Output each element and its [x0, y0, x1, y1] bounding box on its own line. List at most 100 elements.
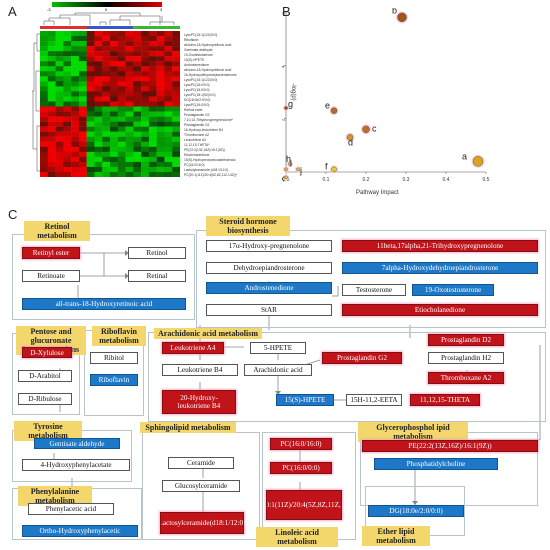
heatmap-cell	[63, 81, 72, 87]
heatmap-cell	[102, 141, 111, 147]
x-axis-title: Pathway Impact	[356, 190, 399, 196]
heatmap-cell	[125, 56, 134, 62]
pathway-title-linoleic: Linoleic acid metabolism	[256, 527, 338, 547]
heatmap-cell	[148, 91, 157, 97]
heatmap-cell	[55, 71, 64, 77]
heatmap-cell	[125, 166, 134, 173]
heatmap-cell	[55, 171, 64, 177]
heatmap-cell	[133, 171, 142, 177]
heatmap-cell	[86, 141, 95, 147]
heatmap-cell	[117, 151, 126, 158]
heatmap-cell	[133, 111, 142, 117]
heatmap-cell	[40, 131, 48, 137]
node-pc-16-0: PC(16:0/0:0)	[270, 462, 332, 474]
heatmap-cell	[172, 141, 180, 147]
heatmap-row-labels: LysoPC(15:1(12Z)/0:0) Riboflavin all-trans…	[184, 32, 284, 178]
heatmap-cell	[94, 156, 103, 163]
node-trihydroxypregnenolone: 11beta,17alpha,21-Trihydroxypregnenolone	[342, 240, 538, 252]
heatmap-cell	[47, 171, 56, 177]
heatmap-cell	[86, 161, 95, 168]
heatmap-cell	[63, 111, 72, 117]
heatmap-cell	[110, 111, 118, 117]
heatmap-cell	[55, 41, 64, 47]
heatmap-row-label: Thromboxane A2	[184, 133, 210, 138]
bubble-label-f: f	[325, 161, 328, 171]
heatmap-cell	[164, 141, 173, 147]
heatmap-cell	[40, 61, 48, 67]
heatmap-cell	[156, 91, 165, 97]
heatmap-cell	[78, 81, 87, 87]
node-leukotriene-b4: Leukotriene B4	[162, 364, 238, 376]
heatmap-cell	[94, 66, 103, 72]
group-3-swatch	[133, 26, 181, 29]
heatmap-cell	[86, 111, 95, 117]
heatmap-cell	[102, 126, 111, 132]
heatmap-cell	[94, 166, 103, 173]
heatmap-cell	[110, 171, 118, 177]
heatmap-cell	[141, 131, 150, 137]
heatmap-cell	[55, 96, 64, 102]
heatmap-cell	[55, 101, 64, 107]
heatmap-cell	[102, 81, 111, 87]
node-theta: 11,12,15-THETA	[410, 394, 480, 406]
heatmap-cell	[102, 46, 111, 52]
heatmap-cell	[63, 71, 72, 77]
heatmap-cell	[78, 171, 87, 177]
node-hydroxyphenylacetate: 4-Hydroxyphenylacetate	[22, 459, 130, 471]
heatmap-cell	[86, 126, 95, 132]
heatmap-cell	[63, 146, 72, 153]
heatmap-cell	[78, 141, 87, 147]
heatmap-cell	[141, 121, 150, 127]
heatmap-cell	[71, 161, 80, 168]
heatmap-cell	[63, 156, 72, 163]
heatmap-cell	[164, 166, 173, 173]
heatmap-row-label: LysoPC(15:1(12Z)/0:0)	[184, 32, 218, 37]
x-tick-label: 0.2	[363, 177, 370, 183]
heatmap-cell	[55, 126, 64, 132]
heatmap-cell	[86, 56, 95, 62]
bubble-label-c: c	[372, 123, 377, 133]
heatmap-row-label: LysoPC(16:0/0:0)	[184, 102, 210, 107]
heatmap-cell	[156, 86, 165, 92]
heatmap-cell	[133, 66, 142, 72]
heatmap-cell	[110, 136, 118, 142]
heatmap-cell	[47, 141, 56, 147]
pathway-title-arachidonic: Arachidonic acid metabolism	[154, 328, 262, 339]
heatmap-cell	[55, 76, 64, 82]
heatmap-cell	[86, 61, 95, 67]
heatmap-cell	[102, 31, 111, 37]
heatmap-cell	[141, 96, 150, 102]
heatmap-cell	[164, 106, 173, 112]
heatmap-cell	[164, 136, 173, 142]
node-retinoate: Retinoate	[22, 270, 80, 282]
heatmap-cell	[148, 41, 157, 47]
heatmap-cell	[47, 86, 56, 92]
heatmap-cell	[117, 46, 126, 52]
heatmap-cell	[102, 121, 111, 127]
heatmap-cell	[71, 31, 80, 37]
heatmap-cell	[117, 156, 126, 163]
heatmap-cell	[94, 106, 103, 112]
heatmap-cell	[71, 166, 80, 173]
heatmap-cell	[156, 116, 165, 122]
heatmap-cell	[110, 66, 118, 72]
node-phenylacetic-acid: Phenylacetic acid	[28, 503, 114, 515]
heatmap-cell	[78, 166, 87, 173]
heatmap-cell	[94, 81, 103, 87]
heatmap-cell	[141, 101, 150, 107]
heatmap-cell	[40, 136, 48, 142]
heatmap-cell	[86, 171, 95, 177]
heatmap-cell	[71, 51, 80, 57]
heatmap-cell	[125, 141, 134, 147]
node-oxotestosterone: 19-Oxotestosterone	[412, 284, 494, 296]
heatmap-cell	[110, 86, 118, 92]
heatmap-cell	[47, 31, 56, 37]
heatmap-cell	[78, 156, 87, 163]
heatmap-cell	[133, 166, 142, 173]
heatmap-cell	[78, 86, 87, 92]
heatmap-cell	[71, 86, 80, 92]
heatmap-grid	[40, 31, 180, 177]
heatmap-cell	[40, 81, 48, 87]
heatmap-cell	[125, 151, 134, 158]
heatmap-cell	[40, 111, 48, 117]
